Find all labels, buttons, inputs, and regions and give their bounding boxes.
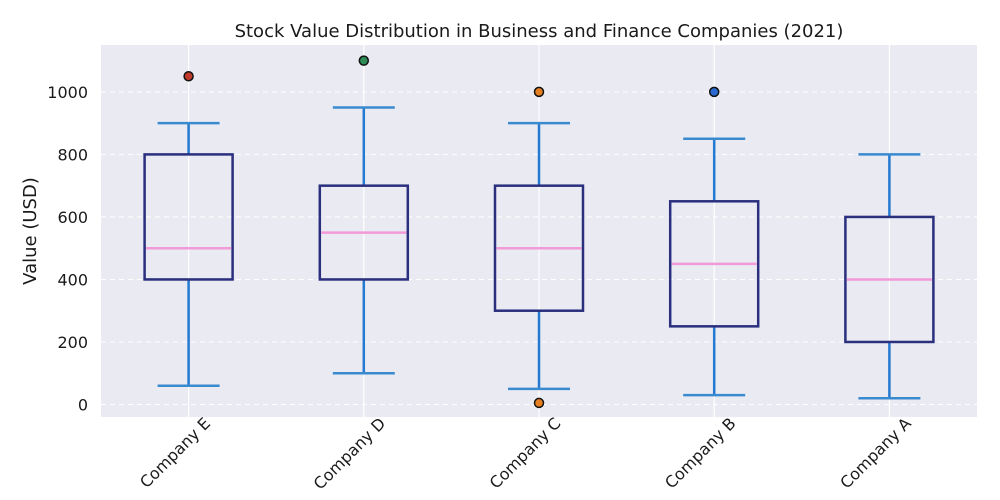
y-tick-label: 1000 bbox=[47, 83, 88, 102]
outlier-point bbox=[708, 86, 720, 98]
y-tick-label: 800 bbox=[57, 145, 88, 164]
y-tick-label: 600 bbox=[57, 208, 88, 227]
box-plot-company-d bbox=[318, 55, 410, 375]
outlier-point bbox=[533, 86, 545, 98]
box bbox=[668, 200, 760, 328]
outlier-point bbox=[183, 71, 194, 82]
box-plot-company-e bbox=[143, 71, 234, 387]
box bbox=[143, 153, 234, 281]
chart-title: Stock Value Distribution in Business and… bbox=[235, 21, 844, 42]
outlier-point bbox=[533, 397, 545, 409]
y-axis-label: Value (USD) bbox=[20, 177, 41, 285]
box bbox=[318, 184, 410, 281]
outlier-point bbox=[358, 55, 370, 66]
y-tick-label: 400 bbox=[57, 270, 88, 289]
box-plot-company-a bbox=[844, 153, 935, 400]
box-plot-company-b bbox=[668, 86, 760, 397]
y-axis-ticks: 0 200 400 600 800 1000 bbox=[47, 83, 88, 415]
y-tick-label: 200 bbox=[57, 333, 88, 352]
box bbox=[844, 215, 935, 344]
y-tick-label: 0 bbox=[78, 395, 88, 414]
boxes bbox=[143, 55, 935, 409]
box bbox=[493, 184, 585, 312]
box-plot-company-c bbox=[493, 86, 585, 409]
